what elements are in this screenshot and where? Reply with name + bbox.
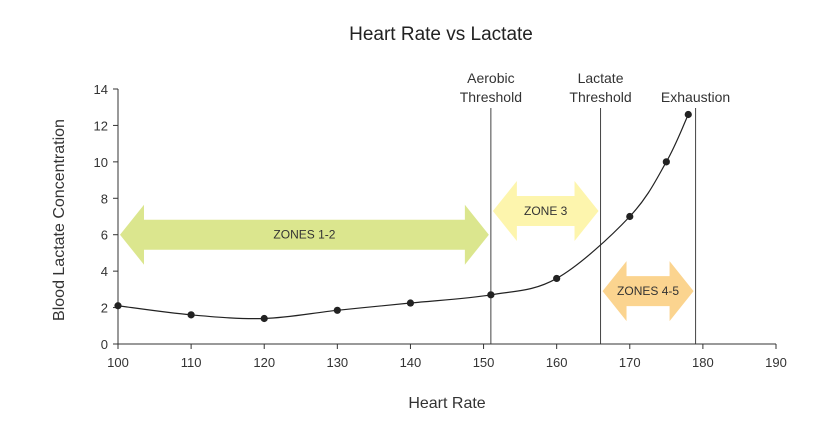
y-tick-label: 14 <box>94 82 108 97</box>
data-point <box>487 291 495 299</box>
zone-arrow <box>120 204 489 265</box>
data-point <box>662 158 670 166</box>
data-point <box>406 299 415 307</box>
y-tick-label: 6 <box>101 228 108 243</box>
x-tick-label: 100 <box>107 355 129 370</box>
x-tick-label: 160 <box>546 355 568 370</box>
data-point <box>626 212 634 221</box>
y-tick-label: 8 <box>101 191 108 206</box>
y-tick-label: 4 <box>101 264 108 279</box>
threshold-label: Exhaustion <box>661 89 730 105</box>
chart-title: Heart Rate vs Lactate <box>349 24 533 45</box>
x-tick-label: 180 <box>692 355 714 370</box>
lactate-curve <box>117 114 689 320</box>
y-tick-label: 2 <box>101 301 108 316</box>
x-tick-label: 140 <box>400 355 422 370</box>
x-tick-label: 190 <box>765 355 787 370</box>
x-tick-label: 110 <box>181 355 202 370</box>
threshold-label: Aerobic <box>467 70 514 86</box>
y-tick-label: 10 <box>94 155 108 170</box>
threshold-label: Threshold <box>460 89 522 105</box>
y-tick-label: 0 <box>101 337 108 352</box>
y-axis-label: Blood Lactate Concentration <box>51 119 68 321</box>
threshold-label: Lactate <box>578 70 624 86</box>
x-tick-label: 150 <box>473 355 495 370</box>
x-axis-label: Heart Rate <box>408 395 485 412</box>
x-tick-label: 120 <box>253 355 275 370</box>
threshold-label: Threshold <box>569 89 631 105</box>
zone-label: ZONES 4-5 <box>617 284 679 298</box>
data-point <box>333 306 341 314</box>
zone-arrow <box>492 181 599 242</box>
zone-arrow <box>602 261 694 322</box>
zone-label: ZONE 3 <box>524 204 568 218</box>
data-point <box>187 311 195 319</box>
data-point <box>114 302 122 310</box>
y-tick-label: 12 <box>94 118 108 133</box>
data-point <box>553 274 561 283</box>
x-tick-label: 130 <box>326 355 348 370</box>
data-point <box>260 314 268 323</box>
data-point <box>684 110 692 119</box>
zone-label: ZONES 1-2 <box>273 228 335 242</box>
x-tick-label: 170 <box>619 355 641 370</box>
